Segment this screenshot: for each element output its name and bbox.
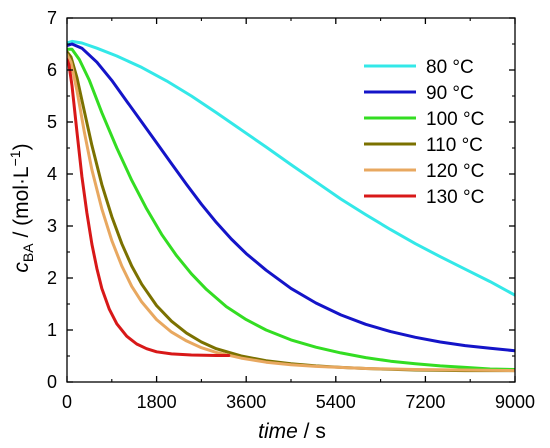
series-line-0	[67, 39, 515, 297]
y-axis-title: cBA / (mol·L−1)	[7, 143, 36, 272]
x-axis-title-unit: / s	[298, 420, 326, 443]
legend-label-5: 130 °C	[426, 187, 484, 208]
legend-label-4: 120 °C	[426, 161, 484, 182]
legend-label-2: 100 °C	[426, 109, 484, 130]
x-axis-title: time / s	[258, 420, 326, 443]
y-tick-label: 7	[47, 8, 57, 28]
y-tick-label: 0	[47, 372, 57, 392]
series-line-5	[67, 58, 231, 357]
plot-area	[67, 39, 515, 373]
axes: 0 1800 3600 5400 7200 9000 0 1 2 3 4 5 6 7	[47, 8, 535, 412]
legend-label-0: 80 °C	[426, 57, 474, 78]
x-tick-label: 7200	[405, 392, 445, 412]
y-axis-title-unit: / (mol·L	[10, 166, 33, 243]
y-tick-label: 4	[47, 164, 57, 184]
legend-label-3: 110 °C	[426, 135, 483, 156]
x-tick-label: 0	[62, 392, 72, 412]
x-tick-label: 3600	[226, 392, 266, 412]
series-line-1	[67, 42, 515, 353]
x-axis-title-variable: time	[258, 420, 298, 443]
x-tick-label: 5400	[316, 392, 356, 412]
y-tick-label: 5	[47, 112, 57, 132]
y-axis-title-symbol: c	[10, 262, 33, 273]
x-tick-label: 1800	[137, 392, 177, 412]
x-tick-label: 9000	[495, 392, 535, 412]
series-line-2	[67, 47, 515, 371]
y-tick-label: 3	[47, 216, 57, 236]
y-tick-label: 6	[47, 60, 57, 80]
y-axis-title-subscript: BA	[20, 243, 36, 262]
legend: 80 °C 90 °C 100 °C 110 °C 120 °C 130 °C	[364, 57, 484, 208]
y-axis-title-superscript: −1	[7, 150, 23, 166]
y-axis-title-close: )	[10, 143, 33, 150]
legend-label-1: 90 °C	[426, 83, 474, 104]
y-tick-label: 1	[47, 320, 57, 340]
y-tick-label: 2	[47, 268, 57, 288]
series-line-4	[67, 52, 515, 373]
